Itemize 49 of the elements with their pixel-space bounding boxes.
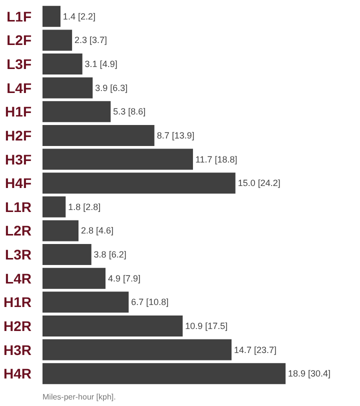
bar — [42, 101, 111, 122]
y-tick-label: L2F — [6, 32, 32, 48]
data-label: 14.7 [23.7] — [234, 344, 277, 355]
bar — [42, 172, 236, 194]
data-label: 3.1 [4.9] — [84, 59, 118, 70]
y-tick-label: L2R — [5, 222, 32, 239]
data-label: 10.9 [17.5] — [185, 320, 228, 331]
data-label: 3.8 [6.2] — [94, 250, 126, 260]
y-tick-label: H3F — [5, 151, 32, 168]
y-tick-label: H4F — [5, 175, 32, 192]
y-tick-label: H1R — [3, 294, 32, 310]
y-tick-label: H2R — [3, 318, 32, 334]
bar — [42, 6, 61, 27]
bar — [42, 220, 79, 242]
bar — [42, 363, 286, 384]
data-label: 2.8 [4.6] — [80, 226, 114, 236]
y-tick-label: L4R — [5, 270, 32, 286]
bar — [42, 292, 129, 313]
bar — [42, 196, 66, 218]
data-label: 18.9 [30.4] — [288, 368, 331, 379]
bar — [42, 268, 106, 289]
y-tick-label: H4R — [3, 366, 32, 382]
data-label: 3.9 [6.3] — [95, 82, 128, 93]
bar — [42, 54, 82, 75]
bar — [42, 315, 183, 336]
bar — [42, 244, 92, 266]
bar — [42, 30, 72, 51]
y-tick-label: L4F — [6, 80, 32, 96]
y-tick-label: L3F — [6, 56, 32, 72]
data-label: 1.4 [2.2] — [62, 11, 96, 22]
data-label: 2.3 [3.7] — [74, 35, 108, 46]
y-tick-label: H3R — [3, 342, 32, 358]
data-label: 1.8 [2.8] — [68, 202, 101, 212]
bar — [42, 148, 193, 170]
data-label: 4.9 [7.9] — [108, 273, 140, 284]
y-tick-label: H2F — [5, 127, 32, 144]
y-tick-label: L1R — [5, 198, 32, 215]
y-tick-label: L1F — [6, 8, 32, 24]
data-label: 5.3 [8.6] — [113, 106, 146, 117]
text: Miles-per-hour [kph]. — [42, 392, 116, 402]
bar — [42, 339, 232, 360]
data-label: 8.7 [13.9] — [156, 130, 194, 140]
data-label: 6.7 [10.8] — [131, 297, 169, 308]
y-tick-label: L3R — [5, 246, 32, 263]
y-tick-label: H1F — [5, 104, 32, 120]
bar — [42, 124, 154, 146]
bar — [42, 77, 93, 98]
data-label: 15.0 [24.2] — [238, 178, 280, 188]
data-label: 11.7 [18.8] — [195, 154, 238, 164]
